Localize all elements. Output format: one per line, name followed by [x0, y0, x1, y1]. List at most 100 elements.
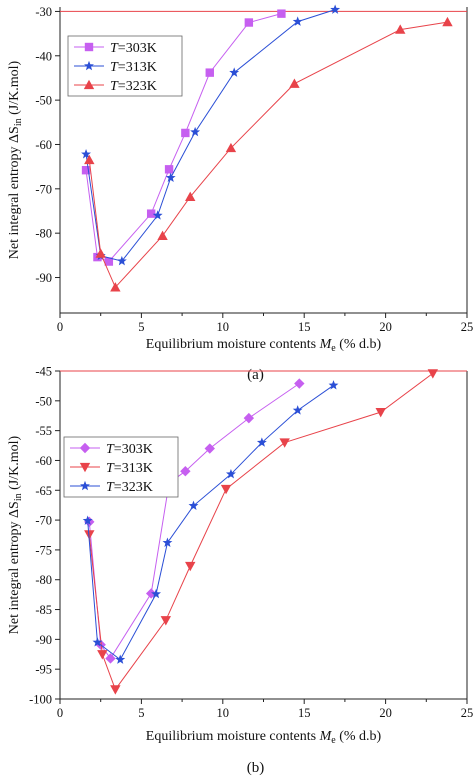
series-0	[81, 9, 286, 266]
data-point	[256, 437, 267, 447]
y-tick-label: -45	[35, 365, 52, 379]
data-point	[180, 465, 191, 477]
legend-label-var: T	[110, 60, 119, 75]
y-axis-title-main: Net integral entropy ΔS	[7, 126, 22, 259]
data-point	[395, 24, 406, 34]
data-point	[81, 149, 91, 159]
y-axis-title-subscript: in	[13, 493, 24, 501]
legend-label-value: =323K	[118, 79, 157, 94]
series-0	[84, 378, 305, 664]
legend-swatch-marker	[84, 60, 94, 71]
data-point	[225, 142, 237, 153]
data-point	[146, 209, 156, 218]
data-point	[95, 248, 106, 258]
y-axis-title-subscript: in	[13, 118, 24, 126]
x-axis-title-subscript: e	[331, 735, 336, 746]
data-point	[97, 650, 108, 660]
y-axis-title-main: Net integral entropy ΔS	[7, 501, 22, 634]
data-point	[92, 637, 103, 647]
x-tick-label: 5	[138, 320, 144, 334]
legend-label: T=313K	[106, 461, 153, 476]
data-point	[330, 4, 341, 14]
y-tick-label: -55	[35, 424, 52, 438]
y-tick-label: -80	[35, 573, 52, 587]
data-point	[116, 255, 127, 266]
data-point	[104, 257, 114, 266]
legend-label-var: T	[106, 480, 115, 495]
x-axis-title: Equilibrium moisture contents Me (% d.b)	[146, 337, 382, 354]
data-point	[110, 685, 121, 695]
legend-swatch-marker	[79, 442, 91, 454]
y-axis-title-unit: (J/K.mol)	[7, 60, 22, 118]
y-tick-label: -50	[35, 94, 52, 108]
x-axis-title-unit: (% d.b)	[336, 337, 382, 352]
series-1	[84, 369, 439, 695]
legend-label-value: =313K	[114, 461, 153, 476]
y-tick-label: -60	[35, 138, 52, 152]
data-point	[157, 230, 168, 240]
legend-label: T=323K	[110, 79, 157, 94]
x-tick-label: 10	[217, 706, 230, 720]
x-axis-title-main: Equilibrium moisture contents	[146, 337, 320, 352]
data-point	[294, 378, 305, 389]
legend-label-value: =303K	[114, 442, 153, 457]
data-point	[225, 468, 236, 479]
series-2	[82, 380, 339, 664]
chart-panel-b: 0 5 10 15 20 25 -100 -95 -90 -85 -80 -75 -70 -65 -60 -5…	[7, 365, 473, 777]
legend-swatch-marker	[80, 480, 90, 491]
legend-label: T=313K	[110, 60, 157, 75]
x-tick-label: 15	[298, 320, 311, 334]
data-point	[427, 369, 439, 379]
y-tick-label: -90	[35, 633, 52, 647]
data-point	[188, 500, 199, 510]
data-point	[289, 78, 300, 88]
data-point	[151, 588, 161, 599]
x-tick-label: 5	[138, 706, 144, 720]
data-point	[277, 9, 286, 18]
data-point	[204, 443, 215, 454]
x-axis-title-symbol: M	[319, 337, 333, 352]
data-point	[205, 68, 214, 77]
data-point	[292, 16, 303, 26]
y-tick-label: -80	[35, 227, 52, 241]
data-point	[181, 128, 190, 138]
y-tick-label: -100	[29, 693, 52, 707]
x-tick-label: 10	[217, 320, 230, 334]
y-axis-title: Net integral entropy ΔSin (J/K.mol)	[7, 435, 24, 634]
data-point	[162, 537, 173, 547]
panel-caption: (b)	[247, 760, 265, 776]
data-point	[244, 18, 254, 27]
x-tick-label: 25	[461, 320, 474, 334]
y-axis-title-unit: (J/K.mol)	[7, 435, 22, 493]
data-point	[442, 16, 453, 27]
legend-label: T=303K	[110, 41, 157, 56]
x-tick-label: 25	[461, 706, 474, 720]
x-axis-title-symbol: M	[319, 729, 333, 744]
data-point	[164, 165, 174, 174]
legend-label-var: T	[106, 442, 115, 457]
legend-label-value: =323K	[114, 480, 153, 495]
data-point	[84, 154, 95, 165]
y-tick-label: -40	[35, 49, 52, 63]
y-tick-label: -60	[35, 454, 52, 468]
y-tick-label: -95	[35, 663, 52, 677]
data-point	[152, 210, 163, 220]
legend-swatch-marker	[84, 42, 94, 52]
y-tick-label: -70	[35, 514, 52, 528]
x-tick-label: 15	[298, 706, 311, 720]
data-point	[145, 588, 157, 599]
data-point	[243, 412, 255, 424]
legend-label-value: =303K	[118, 41, 157, 56]
legend-label: T=303K	[106, 442, 153, 457]
legend-label: T=323K	[106, 480, 153, 495]
y-tick-label: -75	[35, 543, 52, 557]
series-2	[84, 16, 453, 292]
x-axis-title: Equilibrium moisture contents Me (% d.b)	[146, 729, 382, 746]
data-point	[185, 561, 196, 572]
data-point	[81, 166, 91, 175]
series-line	[87, 384, 334, 661]
legend-label-var: T	[110, 41, 119, 56]
y-tick-label: -70	[35, 182, 52, 196]
